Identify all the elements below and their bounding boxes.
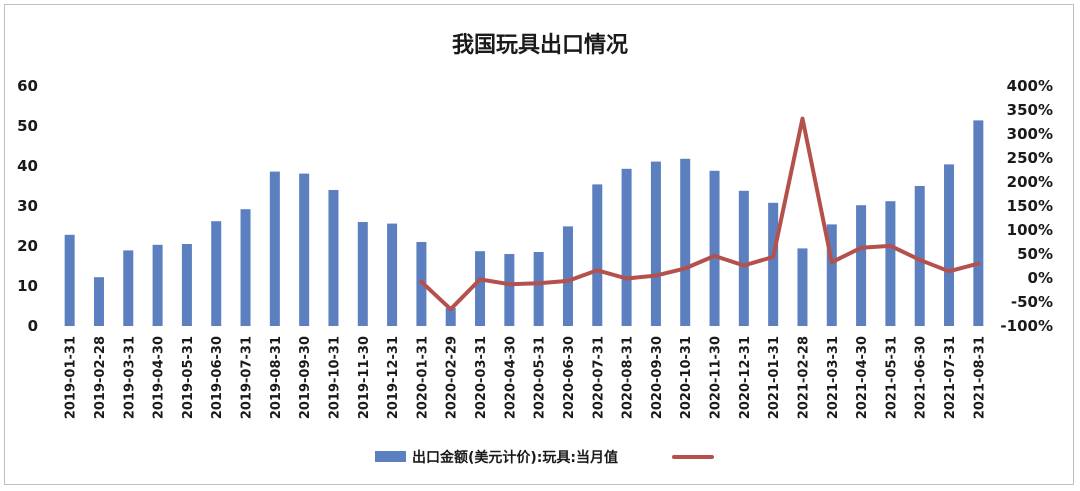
- x-tick-label: 2021-01-31: [767, 336, 782, 419]
- bar: [299, 173, 310, 326]
- bar: [738, 190, 749, 326]
- bar: [387, 223, 398, 326]
- x-tick-label: 2019-03-31: [122, 336, 137, 419]
- bar: [357, 222, 368, 326]
- bar: [592, 184, 603, 326]
- x-tick-label: 2019-12-31: [386, 336, 401, 419]
- x-tick-label: 2019-05-31: [181, 336, 196, 419]
- x-tick-label: 2019-07-31: [240, 336, 255, 419]
- left-tick-label: 20: [17, 237, 38, 255]
- x-axis: 2019-01-31 2019-02-28 2019-03-31 2019-04-30…: [64, 336, 988, 419]
- right-tick-label: 150%: [1007, 197, 1053, 215]
- x-tick-label: 2021-06-30: [914, 336, 929, 419]
- x-tick-label: 2020-12-31: [738, 336, 753, 419]
- x-tick-label: 2020-04-30: [503, 336, 518, 419]
- x-tick-label: 2019-04-30: [152, 336, 167, 419]
- bar: [973, 120, 984, 327]
- x-tick-label: 2021-08-31: [972, 336, 987, 419]
- left-tick-label: 30: [17, 197, 38, 215]
- x-tick-label: 2021-04-30: [855, 336, 870, 419]
- right-axis: -100% -50% 0% 50% 100% 150% 200% 250% 300% 350% 40…: [1000, 77, 1053, 335]
- bar: [709, 170, 720, 326]
- x-tick-label: 2020-10-31: [679, 336, 694, 419]
- right-tick-label: 350%: [1007, 101, 1053, 119]
- x-tick-label: 2021-05-31: [884, 336, 899, 419]
- bar: [856, 205, 867, 326]
- chart-title: 我国玩具出口情况: [452, 32, 628, 58]
- bar: [680, 158, 691, 326]
- bar: [914, 186, 925, 326]
- line-series: [419, 116, 981, 312]
- x-tick-label: 2020-02-29: [445, 336, 460, 419]
- x-tick-label: 2021-03-31: [826, 336, 841, 419]
- right-tick-label: -100%: [1000, 317, 1053, 335]
- x-tick-label: 2020-06-30: [562, 336, 577, 419]
- x-tick-label: 2019-08-31: [269, 336, 284, 419]
- x-tick-label: 2019-09-30: [298, 336, 313, 419]
- bar: [562, 226, 573, 326]
- bar: [445, 308, 456, 326]
- bar: [885, 201, 896, 326]
- bar: [475, 251, 486, 326]
- bar: [650, 161, 661, 326]
- x-tick-label: 2020-05-31: [533, 336, 548, 419]
- x-tick-label: 2021-07-31: [943, 336, 958, 419]
- x-tick-label: 2019-06-30: [210, 336, 225, 419]
- left-tick-label: 10: [17, 277, 38, 295]
- x-tick-label: 2019-01-31: [64, 336, 79, 419]
- x-tick-label: 2020-08-31: [621, 336, 636, 419]
- left-tick-label: 60: [17, 77, 38, 95]
- x-tick-label: 2019-10-31: [328, 336, 343, 419]
- right-tick-label: 250%: [1007, 149, 1053, 167]
- bar: [123, 250, 134, 326]
- bar: [533, 252, 544, 326]
- right-tick-label: 100%: [1007, 221, 1053, 239]
- right-tick-label: 0%: [1028, 269, 1053, 287]
- bar: [211, 221, 222, 326]
- bar: [621, 168, 632, 326]
- bar: [504, 254, 515, 326]
- bar: [797, 248, 808, 326]
- bar: [93, 277, 104, 326]
- bar: [240, 209, 251, 326]
- right-tick-label: 400%: [1007, 77, 1053, 95]
- bar: [64, 234, 75, 326]
- left-tick-label: 50: [17, 117, 38, 135]
- x-tick-label: 2021-02-28: [797, 336, 812, 419]
- legend-bar-swatch: [375, 451, 406, 462]
- right-tick-label: 200%: [1007, 173, 1053, 191]
- bar: [944, 164, 955, 326]
- x-tick-label: 2020-11-30: [709, 336, 724, 419]
- bar: [152, 244, 163, 326]
- bar-series: [64, 120, 984, 327]
- bar: [768, 202, 779, 326]
- bar: [328, 190, 339, 326]
- legend: 出口金额(美元计价):玩具:当月值: [375, 449, 714, 466]
- x-tick-label: 2020-03-31: [474, 336, 489, 419]
- x-tick-label: 2020-01-31: [415, 336, 430, 419]
- right-tick-label: 50%: [1017, 245, 1053, 263]
- bar: [269, 171, 280, 326]
- right-tick-label: 300%: [1007, 125, 1053, 143]
- x-tick-label: 2020-09-30: [650, 336, 665, 419]
- left-tick-label: 0: [28, 317, 38, 335]
- x-tick-label: 2020-07-31: [591, 336, 606, 419]
- x-tick-label: 2019-02-28: [93, 336, 108, 419]
- left-axis: 0 10 20 30 40 50 60: [17, 77, 38, 335]
- left-tick-label: 40: [17, 157, 38, 175]
- bar: [181, 244, 192, 326]
- bar: [826, 224, 837, 326]
- right-tick-label: -50%: [1011, 293, 1053, 311]
- legend-bar-label: 出口金额(美元计价):玩具:当月值: [412, 449, 618, 466]
- x-tick-label: 2019-11-30: [357, 336, 372, 419]
